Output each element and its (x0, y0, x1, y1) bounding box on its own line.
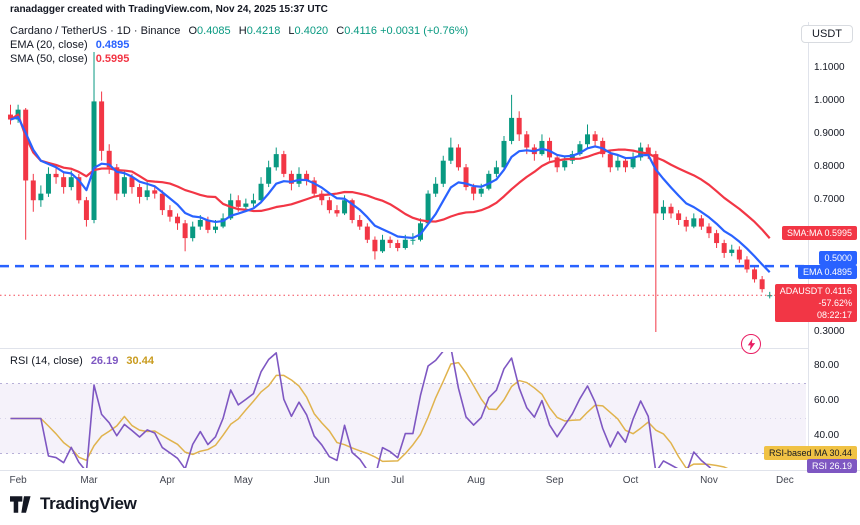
price-axis-label: 0.3000 (814, 325, 845, 337)
last-price-badge: ADAUSDT 0.4116 -57.62% 08:22:17 (774, 284, 857, 322)
sma-legend-label: SMA (50, close) (10, 53, 88, 65)
sma-legend-value: 0.5995 (95, 53, 130, 65)
ema-legend-label: EMA (20, close) (10, 39, 88, 51)
time-axis-month-label: Feb (9, 475, 27, 486)
sma-price-badge: SMA:MA 0.5995 (781, 226, 857, 240)
rsi-chart-canvas[interactable] (0, 352, 808, 468)
time-axis-month-label: Mar (80, 475, 98, 486)
price-axis-separator (808, 22, 809, 470)
level-price-badge: 0.5000 (819, 251, 857, 265)
price-axis-label: 0.7000 (814, 194, 845, 206)
time-axis-separator (0, 470, 860, 471)
rsi-legend-label: RSI (14, close) (10, 355, 83, 367)
rsi-legend-row[interactable]: RSI (14, close) 26.19 30.44 (10, 355, 154, 367)
rsi-axis-label: 40.00 (814, 430, 840, 441)
time-axis-month-label: Aug (467, 475, 486, 486)
time-axis-month-label: Sep (545, 475, 564, 486)
last-price-countdown: 08:22:17 (816, 310, 852, 320)
ohlc-open-value: 0.4085 (197, 25, 231, 37)
rsi-value-badge: RSI 26.19 (806, 459, 857, 473)
ema-legend-row[interactable]: EMA (20, close) 0.4895 (10, 38, 468, 52)
price-axis-label: 1.1000 (814, 62, 845, 74)
symbol-legend-row[interactable]: Cardano / TetherUS · 1D · Binance O0.408… (10, 24, 468, 38)
ohlc-close-value: 0.4116 (344, 25, 378, 37)
ema-price-badge: EMA 0.4895 (797, 265, 857, 279)
pane-separator[interactable] (0, 348, 808, 349)
tradingview-logo-text: TradingView (40, 494, 137, 513)
time-axis-month-label: Apr (159, 475, 176, 486)
time-axis-month-label: Dec (776, 475, 794, 486)
time-axis-month-label: Nov (700, 475, 718, 486)
currency-usdt-button[interactable]: USDT (801, 25, 853, 43)
ohlc-high-label: H (238, 25, 247, 37)
time-axis-month-label: Oct (622, 475, 639, 486)
ohlc-close-label: C (336, 25, 345, 37)
price-axis-label: 0.9000 (814, 128, 845, 140)
chart-legend: Cardano / TetherUS · 1D · Binance O0.408… (10, 24, 468, 66)
price-axis-label: 0.8000 (814, 161, 845, 173)
tradingview-logo-icon (10, 495, 33, 513)
price-axis-label: 1.0000 (814, 95, 845, 107)
price-chart-canvas[interactable] (0, 22, 808, 348)
rsi-ma-legend-value: 30.44 (126, 355, 154, 367)
tradingview-logo[interactable]: TradingView (10, 494, 137, 514)
time-axis-month-label: May (233, 475, 253, 486)
ema-legend-value: 0.4895 (95, 39, 130, 51)
ohlc-high-value: 0.4218 (246, 25, 281, 37)
time-axis-month-label: Jun (313, 475, 330, 486)
rsi-axis-label: 80.00 (814, 360, 840, 371)
last-price-change-percent: -57.62% (818, 298, 852, 308)
last-price-symbol-value: ADAUSDT 0.4116 (779, 286, 852, 296)
rsi-legend-value: 26.19 (90, 355, 119, 367)
ohlc-low-value: 0.4020 (294, 25, 329, 37)
symbol-title: Cardano / TetherUS · 1D · Binance (10, 25, 181, 37)
attribution-text: ranadagger created with TradingView.com,… (10, 4, 328, 15)
rsi-axis-label: 60.00 (814, 395, 840, 406)
rsi-ma-badge: RSI-based MA 30.44 (763, 446, 857, 460)
ohlc-open-label: O (188, 25, 198, 37)
time-axis-month-label: Jul (391, 475, 405, 486)
flash-publish-button[interactable] (741, 334, 761, 354)
ohlc-change-value: +0.0031 (+0.76%) (380, 25, 469, 37)
ohlc-low-label: L (288, 25, 295, 37)
lightning-bolt-icon (746, 338, 757, 351)
sma-legend-row[interactable]: SMA (50, close) 0.5995 (10, 52, 468, 66)
